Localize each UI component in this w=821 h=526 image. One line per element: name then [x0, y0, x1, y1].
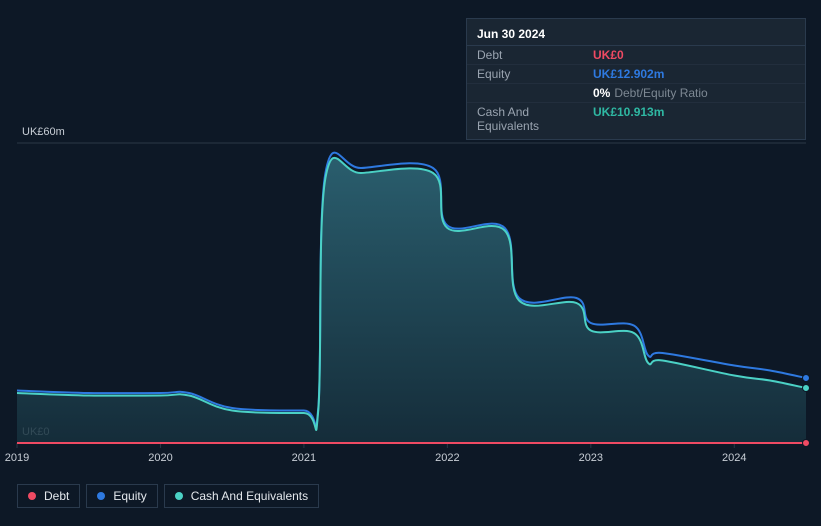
- series-area-cash-and-equivalents: [17, 158, 806, 443]
- legend-item-cash-and-equivalents[interactable]: Cash And Equivalents: [164, 484, 319, 508]
- x-axis-label: 2019: [5, 452, 29, 464]
- legend-swatch: [175, 492, 183, 500]
- series-end-marker: [803, 440, 810, 447]
- series-end-marker: [803, 385, 810, 392]
- legend-swatch: [28, 492, 36, 500]
- chart-legend: Debt Equity Cash And Equivalents: [17, 484, 319, 508]
- series-end-marker: [803, 375, 810, 382]
- legend-label: Debt: [44, 489, 69, 503]
- x-axis-label: 2022: [435, 452, 459, 464]
- x-axis-label: 2024: [722, 452, 746, 464]
- chart-plot: [0, 0, 821, 526]
- x-axis-label: 2023: [579, 452, 603, 464]
- legend-swatch: [97, 492, 105, 500]
- legend-item-debt[interactable]: Debt: [17, 484, 80, 508]
- x-axis-label: 2020: [148, 452, 172, 464]
- legend-label: Cash And Equivalents: [191, 489, 308, 503]
- x-axis-label: 2021: [292, 452, 316, 464]
- legend-label: Equity: [113, 489, 146, 503]
- legend-item-equity[interactable]: Equity: [86, 484, 157, 508]
- chart-container: Jun 30 2024 DebtUK£0EquityUK£12.902m0%De…: [0, 0, 821, 526]
